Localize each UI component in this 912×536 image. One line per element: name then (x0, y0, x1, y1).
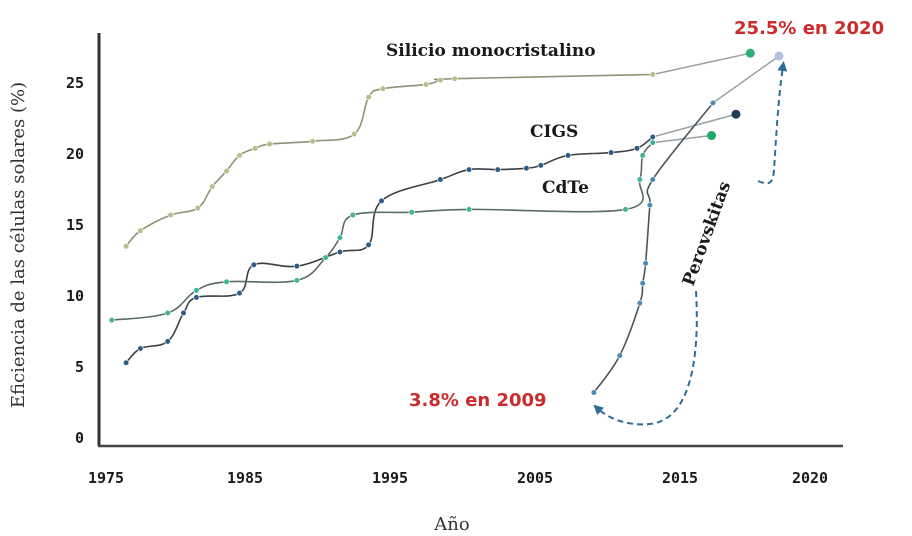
y-tick-label: 0 (75, 429, 84, 447)
data-point-perovskitas (639, 280, 646, 287)
data-point-cigs (378, 197, 385, 204)
axes (97, 33, 843, 448)
data-point-silicio-monocristalino (223, 167, 230, 175)
series-line-cigs (125, 136, 654, 364)
data-point-cigs (236, 290, 243, 297)
data-point-perovskitas (616, 352, 623, 359)
data-point-cigs (164, 338, 171, 345)
annotation-peak-2020: 25.5% en 2020 (734, 18, 884, 39)
data-point-cdte (636, 176, 643, 183)
data-point-cigs (494, 166, 501, 173)
data-point-cdte (707, 131, 717, 141)
series-final-segment-silicio-monocristalino (652, 52, 751, 76)
data-point-silicio-monocristalino (745, 48, 755, 58)
series-lines (111, 52, 780, 394)
data-point-silicio-monocristalino (379, 85, 387, 92)
series-points (108, 48, 784, 396)
x-tick-label: 2020 (792, 469, 828, 487)
data-point-silicio-monocristalino (236, 152, 243, 159)
x-tick-labels: 1975 1985 1995 2005 2015 2020 (88, 469, 828, 487)
data-point-cigs (523, 165, 530, 172)
x-tick-label: 2005 (517, 469, 553, 487)
data-point-silicio-monocristalino (422, 81, 430, 88)
series-label-cdte: CdTe (542, 178, 589, 198)
data-point-silicio-monocristalino (266, 140, 273, 148)
data-point-silicio-monocristalino (351, 131, 358, 138)
y-tick-label: 25 (66, 74, 84, 92)
data-point-perovskitas (649, 176, 656, 183)
annotation-arrows (593, 61, 788, 426)
data-point-cigs (365, 241, 372, 248)
y-tick-labels: 0 5 10 15 20 25 (66, 74, 84, 447)
data-point-cdte (622, 206, 629, 213)
data-point-cdte (336, 234, 344, 241)
data-point-cigs (193, 294, 200, 301)
series-line-silicio-monocristalino (125, 73, 653, 247)
series-final-segment-perovskitas (712, 55, 780, 104)
data-point-cigs (250, 261, 257, 268)
arrow-to-2020-peak (757, 61, 788, 185)
data-point-silicio-monocristalino (649, 71, 656, 78)
data-point-perovskitas (774, 51, 784, 61)
arrow-to-2009-start (593, 290, 698, 426)
x-tick-label: 2015 (662, 469, 698, 487)
data-point-cdte (293, 277, 300, 284)
data-point-cigs (180, 309, 187, 317)
y-tick-label: 10 (66, 287, 84, 305)
data-point-perovskitas (642, 260, 649, 267)
data-point-cigs (649, 133, 656, 141)
data-point-cdte (322, 254, 329, 261)
data-point-cigs (633, 145, 641, 152)
data-point-perovskitas (709, 99, 717, 106)
data-point-silicio-monocristalino (137, 227, 144, 234)
data-point-cdte (649, 139, 656, 146)
data-point-silicio-monocristalino (252, 145, 259, 152)
data-point-cdte (164, 309, 171, 317)
data-point-silicio-monocristalino (451, 75, 458, 82)
data-point-cigs (608, 149, 615, 156)
series-label-silicio: Silicio monocristalino (386, 41, 596, 61)
series-label-cigs: CIGS (530, 122, 578, 142)
data-point-cdte (465, 206, 473, 213)
data-point-cigs (731, 109, 741, 119)
data-point-cdte (639, 152, 646, 159)
data-point-cigs (336, 248, 344, 256)
data-point-cdte (408, 209, 415, 216)
x-tick-label: 1985 (227, 469, 263, 487)
data-point-silicio-monocristalino (194, 204, 201, 212)
annotation-start-2009: 3.8% en 2009 (409, 390, 547, 411)
data-point-cdte (223, 278, 230, 285)
data-point-silicio-monocristalino (309, 138, 316, 145)
y-tick-label: 5 (75, 358, 84, 376)
data-point-silicio-monocristalino (122, 243, 130, 250)
y-axis-title: Eficiencia de las células solares (%) (8, 82, 29, 408)
data-point-cigs (122, 359, 130, 366)
series-line-cdte (111, 142, 654, 321)
data-point-cigs (537, 162, 544, 169)
data-point-cdte (108, 317, 115, 324)
x-tick-label: 1975 (88, 469, 124, 487)
data-point-silicio-monocristalino (167, 211, 174, 219)
data-point-cdte (349, 211, 356, 219)
y-tick-label: 15 (66, 216, 84, 234)
series-final-segment-cdte (652, 134, 712, 144)
x-tick-label: 1995 (372, 469, 408, 487)
data-point-perovskitas (590, 389, 598, 396)
data-point-cigs (437, 176, 444, 183)
y-tick-label: 20 (66, 145, 84, 163)
data-point-cigs (137, 345, 144, 352)
data-point-cdte (193, 287, 200, 294)
data-point-cigs (293, 263, 300, 270)
data-point-silicio-monocristalino (365, 94, 372, 101)
series-label-perovskitas: Perovskitas (679, 179, 735, 289)
x-axis-title: Año (433, 514, 469, 535)
data-point-perovskitas (636, 300, 643, 307)
data-point-silicio-monocristalino (437, 77, 444, 84)
data-point-silicio-monocristalino (209, 183, 216, 190)
data-point-perovskitas (646, 202, 653, 209)
data-point-cigs (564, 152, 572, 159)
data-point-cigs (465, 166, 473, 173)
